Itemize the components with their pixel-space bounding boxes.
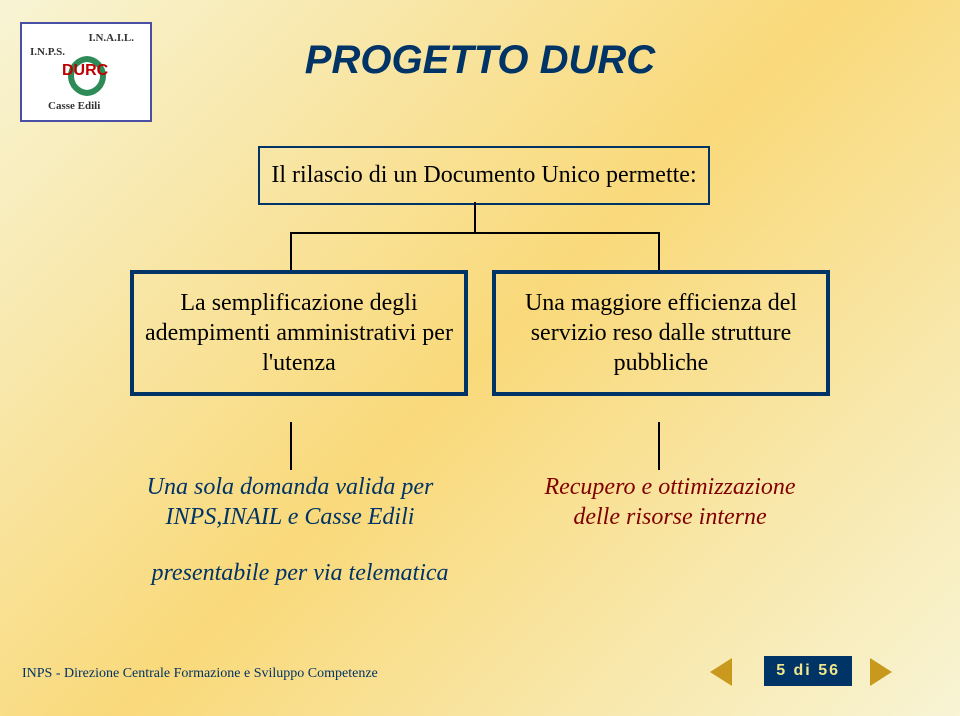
connector-line <box>658 422 660 470</box>
box-left: La semplificazione degli adempimenti amm… <box>130 270 468 396</box>
connector-line <box>474 202 476 232</box>
bottom-left-line1: Una sola domanda valida per <box>147 474 434 500</box>
prev-button[interactable] <box>710 658 732 686</box>
footer-text: INPS - Direzione Centrale Formazione e S… <box>22 666 378 682</box>
bottom-right-text: Recupero e ottimizzazione delle risorse … <box>510 472 830 532</box>
slide: I.N.P.S. I.N.A.I.L. Casse Edili DURC PRO… <box>0 0 960 716</box>
next-button[interactable] <box>870 658 892 686</box>
connector-line <box>290 232 660 234</box>
bottom-left-line2: INPS,INAIL e Casse Edili <box>166 504 415 530</box>
connector-line <box>658 232 660 270</box>
box-right: Una maggiore efficienza del servizio res… <box>492 270 830 396</box>
connector-line <box>290 232 292 270</box>
connector-line <box>290 422 292 470</box>
page-counter: 5 di 56 <box>764 656 852 686</box>
telematica-text: presentabile per via telematica <box>130 560 470 587</box>
bottom-right-line2: delle risorse interne <box>573 504 766 530</box>
bottom-right-line1: Recupero e ottimizzazione <box>544 474 795 500</box>
bottom-left-text: Una sola domanda valida per INPS,INAIL e… <box>130 472 450 532</box>
page-title: PROGETTO DURC <box>0 38 960 83</box>
subtitle-box: Il rilascio di un Documento Unico permet… <box>258 146 710 205</box>
